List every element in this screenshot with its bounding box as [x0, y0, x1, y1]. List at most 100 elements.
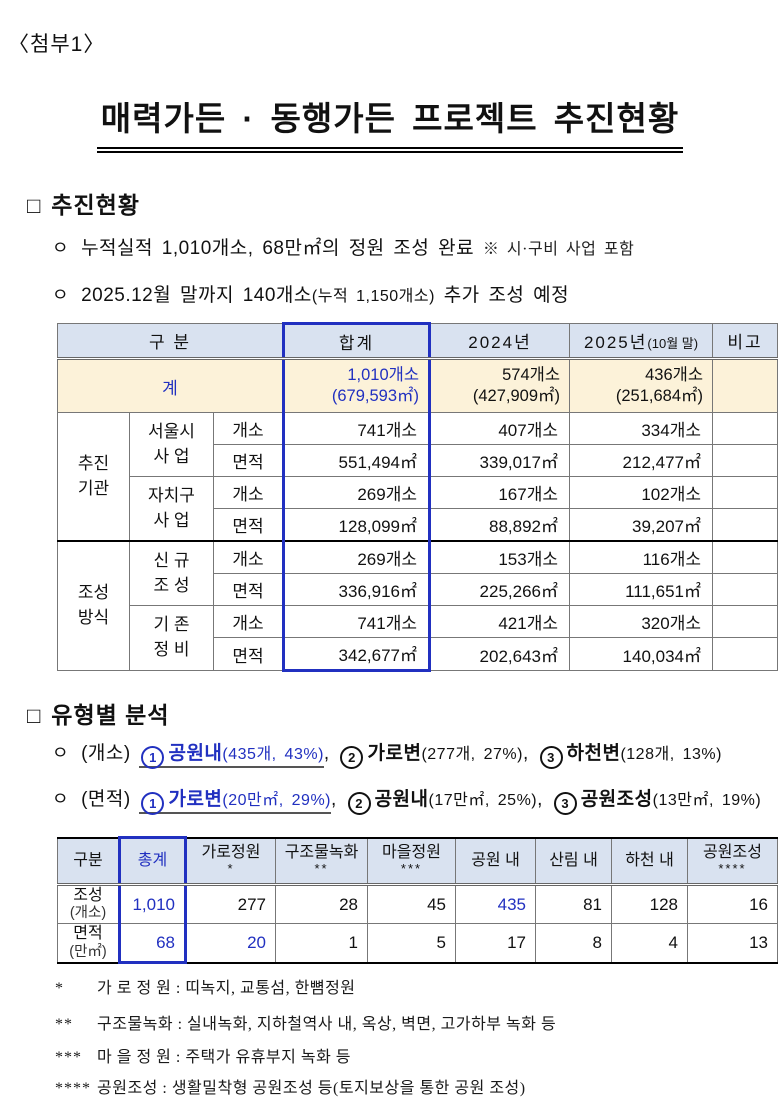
- circled-number-icon: 3: [553, 792, 577, 815]
- table-cell: 212,477㎡: [569, 444, 713, 477]
- square-bullet-icon: □: [27, 193, 42, 218]
- table-cell: 13: [687, 923, 778, 963]
- item-paren: (435개, 43%): [222, 746, 324, 763]
- footnote-text: 가 로 정 원 : 띠녹지, 교통섬, 한뼘정원: [97, 980, 356, 997]
- col-header-2025-sub: (10월 말): [647, 336, 699, 351]
- page-title: 매력가든 · 동행가든 프로젝트 추진현황: [96, 92, 684, 153]
- bullet-by-count: ㅇ (개소) 1 공원내(435개, 43%), 2 가로변(277개, 27%), …: [52, 738, 722, 769]
- table-cell: 16: [687, 884, 778, 924]
- section-heading-progress: □ 추진현황: [27, 186, 140, 220]
- circled-number-icon: 3: [539, 746, 563, 769]
- col-header-remark: 비고: [712, 323, 778, 360]
- col-header-grand-total: 총계: [118, 836, 187, 886]
- circle-bullet-icon: ㅇ: [52, 285, 70, 305]
- row-label-count: 조성 (개소): [57, 884, 120, 924]
- table-cell-remark: [712, 605, 778, 638]
- metric-label: 면적: [213, 508, 284, 542]
- footnote-marker: **: [55, 1016, 73, 1033]
- table-cell: 128: [611, 884, 688, 924]
- table-row: 면적 128,099㎡ 88,892㎡ 39,207㎡: [58, 508, 778, 542]
- table-cell: 551,494㎡: [282, 444, 431, 477]
- progress-table: 구 분 합계 2024년 2025년(10월 말) 비고 계 1,010개소 (6…: [57, 322, 778, 672]
- footnote-text: 마 을 정 원 : 주택가 유휴부지 녹화 등: [97, 1049, 352, 1066]
- bullet2-text-2: 추가 조성 예정: [434, 285, 570, 306]
- ranked-item-3: 3 하천변(128개, 13%): [538, 743, 722, 769]
- table-cell: 407개소: [429, 412, 570, 445]
- circled-number-icon: 2: [340, 746, 364, 769]
- table-cell: 4: [611, 923, 688, 963]
- row-label-line1: 면적: [73, 925, 103, 943]
- col-header-in-stream: 하천 내: [611, 837, 688, 886]
- header-line1: 가로정원: [201, 844, 261, 862]
- bullet-prefix: (면적): [81, 789, 131, 810]
- col-header-street-garden: 가로정원 *: [185, 837, 276, 886]
- circled-number-icon: 1: [141, 746, 165, 769]
- subgroup-label-new: 신 규 조 성: [129, 540, 214, 606]
- row-label-line1: 조성: [73, 887, 103, 905]
- item-term: 공원조성: [580, 789, 653, 810]
- type-analysis-table: 구분 총계 가로정원 * 구조물녹화 ** 마을정원 *** 공원 내 산림 내 하천…: [57, 836, 778, 964]
- table-cell: 20: [185, 923, 276, 963]
- circled-number-icon: 2: [347, 792, 371, 815]
- table-cell: 17: [455, 923, 536, 963]
- table-cell-remark: [712, 444, 778, 477]
- total-cell-2024: 574개소 (427,909㎡): [429, 358, 570, 413]
- item-paren: (277개, 27%): [421, 746, 523, 763]
- table-row: 면적 342,677㎡ 202,643㎡ 140,034㎡: [58, 637, 778, 672]
- table-cell: 102개소: [569, 476, 713, 509]
- table-cell: 128,099㎡: [282, 508, 431, 542]
- table-cell-remark: [712, 540, 778, 574]
- col-header-total: 합계: [282, 322, 431, 360]
- item-paren: (20만㎡, 29%): [222, 792, 332, 809]
- table-header-row: 구분 총계 가로정원 * 구조물녹화 ** 마을정원 *** 공원 내 산림 내 하천…: [57, 836, 778, 886]
- table-cell: 1,010: [118, 884, 187, 924]
- bullet-by-area: ㅇ (면적) 1 가로변(20만㎡, 29%), 2 공원내(17만㎡, 25%), …: [52, 784, 761, 815]
- col-header-gubun: 구 분: [57, 323, 284, 360]
- footnote-text: 공원조성 : 생활밀착형 공원조성 등(토지보상을 통한 공원 조성): [97, 1080, 526, 1097]
- table-cell: 81: [535, 884, 612, 924]
- metric-label: 면적: [213, 637, 284, 671]
- table-cell: 140,034㎡: [569, 637, 713, 671]
- bullet1-text: 누적실적 1,010개소, 68만㎡의 정원 조성 완료: [81, 238, 475, 259]
- bullet-cumulative-result: ㅇ 누적실적 1,010개소, 68만㎡의 정원 조성 완료 ※ 시·구비 사업 …: [52, 233, 634, 260]
- total-row-label: 계: [57, 358, 284, 413]
- table-row: 면적 551,494㎡ 339,017㎡ 212,477㎡: [58, 444, 778, 477]
- table-cell: 116개소: [569, 540, 713, 574]
- table-cell: 741개소: [282, 412, 431, 445]
- table-cell-remark: [712, 637, 778, 671]
- metric-label: 면적: [213, 573, 284, 606]
- table-cell: 269개소: [282, 540, 431, 574]
- row-label-line2: (개소): [69, 905, 107, 922]
- table-cell: 1: [275, 923, 368, 963]
- item-paren: (13만㎡, 19%): [652, 792, 762, 809]
- table-total-row: 계 1,010개소 (679,593㎡) 574개소 (427,909㎡) 436개…: [57, 358, 778, 413]
- ranked-item-1: 1 가로변(20만㎡, 29%): [139, 789, 332, 815]
- footnote-street-garden: * 가 로 정 원 : 띠녹지, 교통섬, 한뼘정원: [55, 974, 356, 998]
- table-row: 면적 (만㎡) 68 20 1 5 17 8 4 13: [57, 923, 778, 964]
- item-term: 공원내: [374, 789, 429, 810]
- table-cell: 68: [118, 923, 187, 964]
- table-cell: 339,017㎡: [429, 444, 570, 477]
- col-header-park-creation: 공원조성 ****: [687, 837, 778, 886]
- col-header-village-garden: 마을정원 ***: [367, 837, 456, 886]
- footnote-text: 구조물녹화 : 실내녹화, 지하철역사 내, 옥상, 벽면, 고가하부 녹화 등: [97, 1016, 557, 1033]
- table-cell: 45: [367, 884, 456, 924]
- footnote-marker: ***: [55, 1049, 82, 1066]
- table-cell-remark: [712, 573, 778, 606]
- footnote-marker: ****: [55, 1080, 91, 1097]
- table-cell: 225,266㎡: [429, 573, 570, 606]
- table-cell: 269개소: [282, 476, 431, 509]
- table-cell: 342,677㎡: [282, 637, 431, 672]
- total-2025-line2: (251,684㎡): [615, 387, 703, 405]
- header-footnote-mark: ***: [400, 861, 423, 877]
- bullet1-note: ※ 시·구비 사업 포함: [482, 241, 635, 258]
- item-paren: (17만㎡, 25%): [428, 792, 538, 809]
- col-header-structure-green: 구조물녹화 **: [275, 837, 368, 886]
- circle-bullet-icon: ㅇ: [52, 789, 70, 809]
- table-row: 자치구 사 업 개소 269개소 167개소 102개소: [58, 476, 778, 542]
- table-cell: 28: [275, 884, 368, 924]
- circled-number-icon: 1: [141, 792, 165, 815]
- total-cell-2025: 436개소 (251,684㎡): [569, 358, 713, 413]
- table-cell-remark: [712, 508, 778, 542]
